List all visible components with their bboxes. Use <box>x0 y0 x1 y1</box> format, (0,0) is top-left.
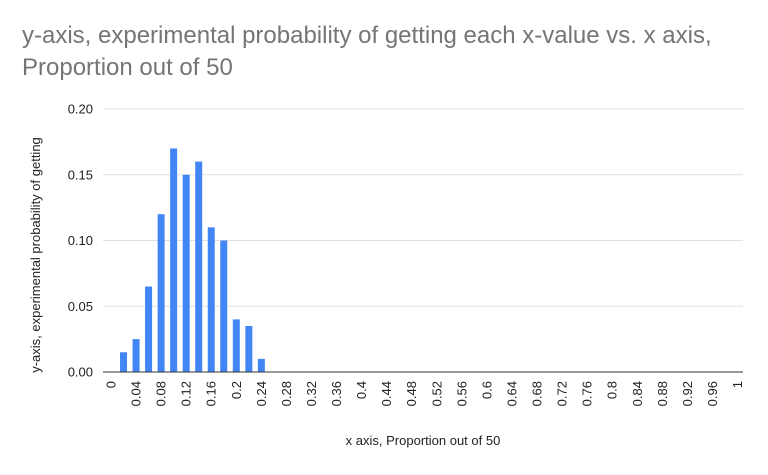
x-tick-label: 0 <box>104 381 119 388</box>
y-tick-label: 0.15 <box>68 167 93 182</box>
bars <box>120 148 265 373</box>
x-tick-label: 0.8 <box>605 381 620 399</box>
bar <box>232 319 240 372</box>
x-tick-label: 0.56 <box>454 381 469 406</box>
x-tick-label: 0.52 <box>429 381 444 406</box>
x-tick-label: 0.4 <box>354 381 369 399</box>
bar <box>207 227 215 372</box>
x-tick-label: 0.12 <box>179 381 194 406</box>
x-tick-label: 0.92 <box>680 381 695 406</box>
bar <box>157 214 165 372</box>
x-tick-label: 0.6 <box>479 381 494 399</box>
bar <box>220 240 228 372</box>
x-tick-label: 0.72 <box>555 381 570 406</box>
x-tick-label: 0.24 <box>254 381 269 406</box>
x-tick-label: 0.76 <box>580 381 595 406</box>
x-tick-label: 0.32 <box>304 381 319 406</box>
y-axis-label: y-axis, experimental probability of gett… <box>28 137 43 373</box>
x-tick-label: 0.96 <box>705 381 720 406</box>
bar <box>132 339 140 373</box>
x-axis-label: x axis, Proportion out of 50 <box>346 433 501 448</box>
x-tick-label: 1 <box>730 381 745 388</box>
x-tick-label: 0.88 <box>655 381 670 406</box>
y-tick-label: 0.00 <box>68 365 93 380</box>
x-tick-label: 0.44 <box>379 381 394 406</box>
x-tick-label: 0.2 <box>229 381 244 399</box>
x-tick-label: 0.36 <box>329 381 344 406</box>
x-tick-label: 0.04 <box>129 381 144 406</box>
x-tick-label: 0.08 <box>154 381 169 406</box>
y-tick-label: 0.05 <box>68 299 93 314</box>
x-tick-label: 0.64 <box>504 381 519 406</box>
bar <box>245 325 253 372</box>
bar <box>257 358 265 372</box>
bar <box>195 161 203 372</box>
y-axis-ticks: 0.00 0.05 0.10 0.15 0.20 <box>68 102 93 380</box>
x-tick-label: 0.28 <box>279 381 294 406</box>
x-tick-label: 0.84 <box>630 381 645 406</box>
x-tick-label: 0.48 <box>404 381 419 406</box>
x-tick-label: 0.68 <box>530 381 545 406</box>
bar <box>120 352 128 372</box>
chart-title: y-axis, experimental probability of gett… <box>22 22 712 81</box>
y-tick-label: 0.20 <box>68 102 93 117</box>
x-axis-ticks: 0 0.04 0.08 0.12 0.16 0.2 0.24 0.28 0.32 0.36 0.4 0… <box>104 381 746 406</box>
bar <box>170 148 178 372</box>
bar <box>182 174 190 372</box>
bar <box>145 286 153 372</box>
x-tick-label: 0.16 <box>204 381 219 406</box>
y-tick-label: 0.10 <box>68 233 93 248</box>
